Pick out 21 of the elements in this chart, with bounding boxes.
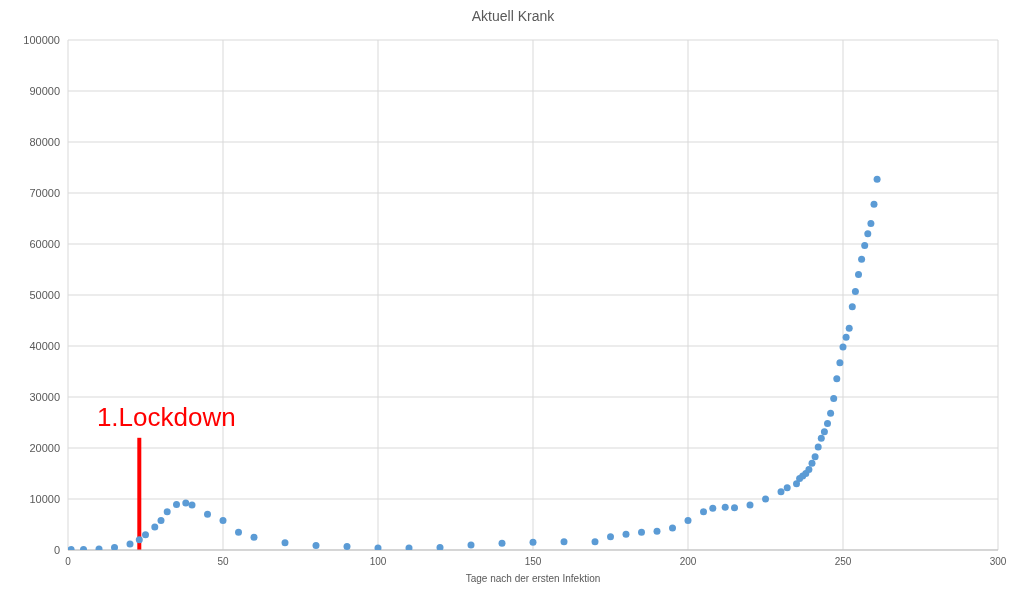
y-tick-label: 50000 — [29, 288, 60, 301]
y-tick-label: 70000 — [29, 186, 60, 199]
y-tick-label: 20000 — [29, 441, 60, 454]
y-tick-label: 80000 — [29, 135, 60, 148]
ref-line-label: 1.Lockdown — [96, 401, 236, 432]
x-tick-label: 50 — [217, 556, 229, 568]
y-tick-label: 60000 — [29, 237, 60, 250]
x-tick-label: 0 — [65, 556, 72, 568]
x-tick-label: 200 — [679, 556, 697, 568]
x-tick-label: 150 — [524, 556, 542, 568]
x-tick-label: 100 — [369, 556, 387, 568]
chart-title: Aktuell Krank — [470, 8, 556, 26]
y-tick-label: 100000 — [23, 33, 60, 46]
y-tick-label: 0 — [53, 543, 60, 556]
y-tick-label: 30000 — [29, 390, 60, 403]
x-tick-label: 250 — [834, 556, 852, 568]
x-tick-label: 300 — [989, 556, 1007, 568]
y-tick-label: 10000 — [29, 492, 60, 505]
y-tick-label: 90000 — [29, 84, 60, 97]
x-axis-title: Tage nach der ersten Infektion — [465, 573, 601, 584]
y-tick-label: 40000 — [29, 339, 60, 352]
